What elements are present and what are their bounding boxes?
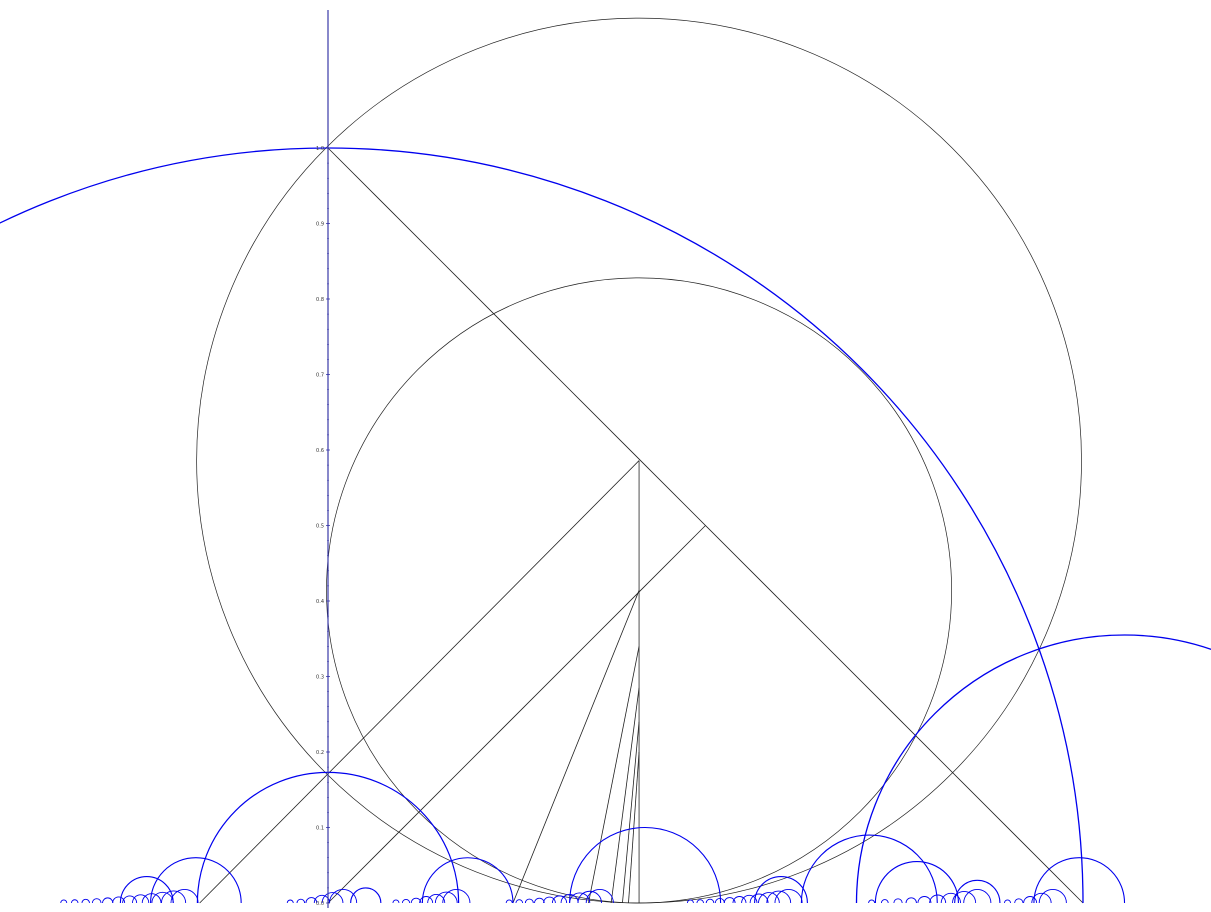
geodesic-arc-small [392,899,400,904]
geodesic-arc-small [151,891,174,904]
geodesic-arc-small [410,897,422,904]
y-axis-tick-label: 0.8 [316,297,324,303]
geodesic-arc-small [81,898,90,904]
geodesic-arc-small [577,890,602,904]
y-axis-tick-label: 0.7 [316,373,324,379]
geodesic-arc-small [952,891,977,904]
fan-line [512,590,640,904]
geodesic-arc-medium [421,857,514,904]
geodesic-arc-medium [150,857,242,904]
geodesic-arc-medium [569,827,722,904]
y-axis-tick-label: 0.5 [316,524,324,530]
geodesic-arc-small [515,899,524,904]
geodesic-arc-small [313,894,331,904]
y-axis-tick-label: 0.1 [316,826,324,832]
geodesic-arc-large [0,147,1084,904]
geodesic-arc-small [60,899,68,904]
geodesic-arc-small [696,899,704,904]
geodesic-arc-small [505,899,513,904]
geodesic-arc-right [855,634,1211,904]
geodesic-arc-small [741,894,758,904]
fan-line [588,646,640,904]
geodesic-arc-small [401,898,411,904]
geodesic-arc-small [569,892,591,904]
geodesic-arc-small [714,898,725,904]
geodesic-arc-medium [754,876,808,904]
geodesic-arc-small [723,897,736,904]
geodesic-arc-small [305,897,318,904]
geodesic-arc-small [419,896,434,904]
geodesic-arc-small [893,898,903,904]
y-axis-tick-label: 0.3 [316,675,324,681]
geodesic-arc-small [296,898,306,904]
geodesic-arcs [0,147,1211,904]
geodesic-arc-small [758,892,780,904]
geodesic-arc-small [329,888,358,904]
geodesic-arc-small [442,888,471,904]
geodesic-arc-small [1004,899,1011,904]
geodesic-arc-small [102,897,114,904]
geodesic-arc-medium [119,876,174,904]
construction-lines [196,17,1084,904]
y-axis-tick-label: 0.9 [316,222,324,228]
geodesic-arc-small [321,892,344,904]
y-axis-tick-label: 0.2 [316,750,324,756]
geodesic-arc-small [91,898,102,904]
geodesic-arc-small [905,897,917,904]
geodesic-arc-small [1023,896,1038,904]
geodesic-arc-small [427,894,446,904]
geodesic-arc-small [551,895,568,904]
geodesic-arc-medium [874,861,959,904]
geodesic-arc-small [585,888,614,904]
geodesic-arc-small [161,890,187,904]
geodesic-arc-small [71,899,79,904]
geodesic-arc-small [122,895,138,904]
geodesic-arc-medium [800,834,938,904]
geodesic-arc-medium [350,887,382,904]
fan-line [610,687,640,904]
geodesic-arc-small [732,896,747,904]
geodesic-arc-small [543,896,556,904]
geodesic-arc-small [868,899,876,904]
fan-line [622,721,640,904]
line-from-origin [327,525,706,904]
geodesic-arc-small [170,888,199,904]
geodesic-arc-small [766,890,792,904]
vertical-axis: 0.0 0.1 0.2 0.3 0.4 0.5 0.6 0.7 0.8 0.9 1.0 [316,10,330,908]
geodesic-arc-small [963,888,992,904]
geodesic-arc-small [286,899,294,904]
y-axis-tick-label: 0.6 [316,448,324,454]
geodesic-arc-small [774,888,803,904]
geodesic-arc-small [534,897,545,904]
y-axis-tick-label: 0.4 [316,599,324,605]
geodesic-arc-small [1038,888,1067,904]
geodesic-arc-small [705,898,715,904]
geodesic-arc-medium [1033,857,1126,904]
line-to-apex [199,460,640,904]
geodesic-arc-small [929,894,947,904]
geodesic-arc-small [434,891,458,904]
geodesic-arc-small [917,896,932,904]
geodesic-arc-small [686,899,694,904]
geodesic-arc-small [132,894,150,904]
geodesic-arc-small [112,896,126,904]
geodesic-arc-small [1031,892,1052,904]
geodesic-arc-small [940,892,962,904]
geodesic-arc-small [141,893,162,904]
y-axis-tick-label: 0.0 [316,901,324,907]
fan-line [628,751,640,904]
geodesic-arc-small [880,899,889,904]
geodesic-arc-small [1014,898,1024,904]
geodesic-arc-small [560,894,579,904]
geodesic-arc-small [524,898,534,904]
y-axis-tick-label: 1.0 [316,146,324,152]
